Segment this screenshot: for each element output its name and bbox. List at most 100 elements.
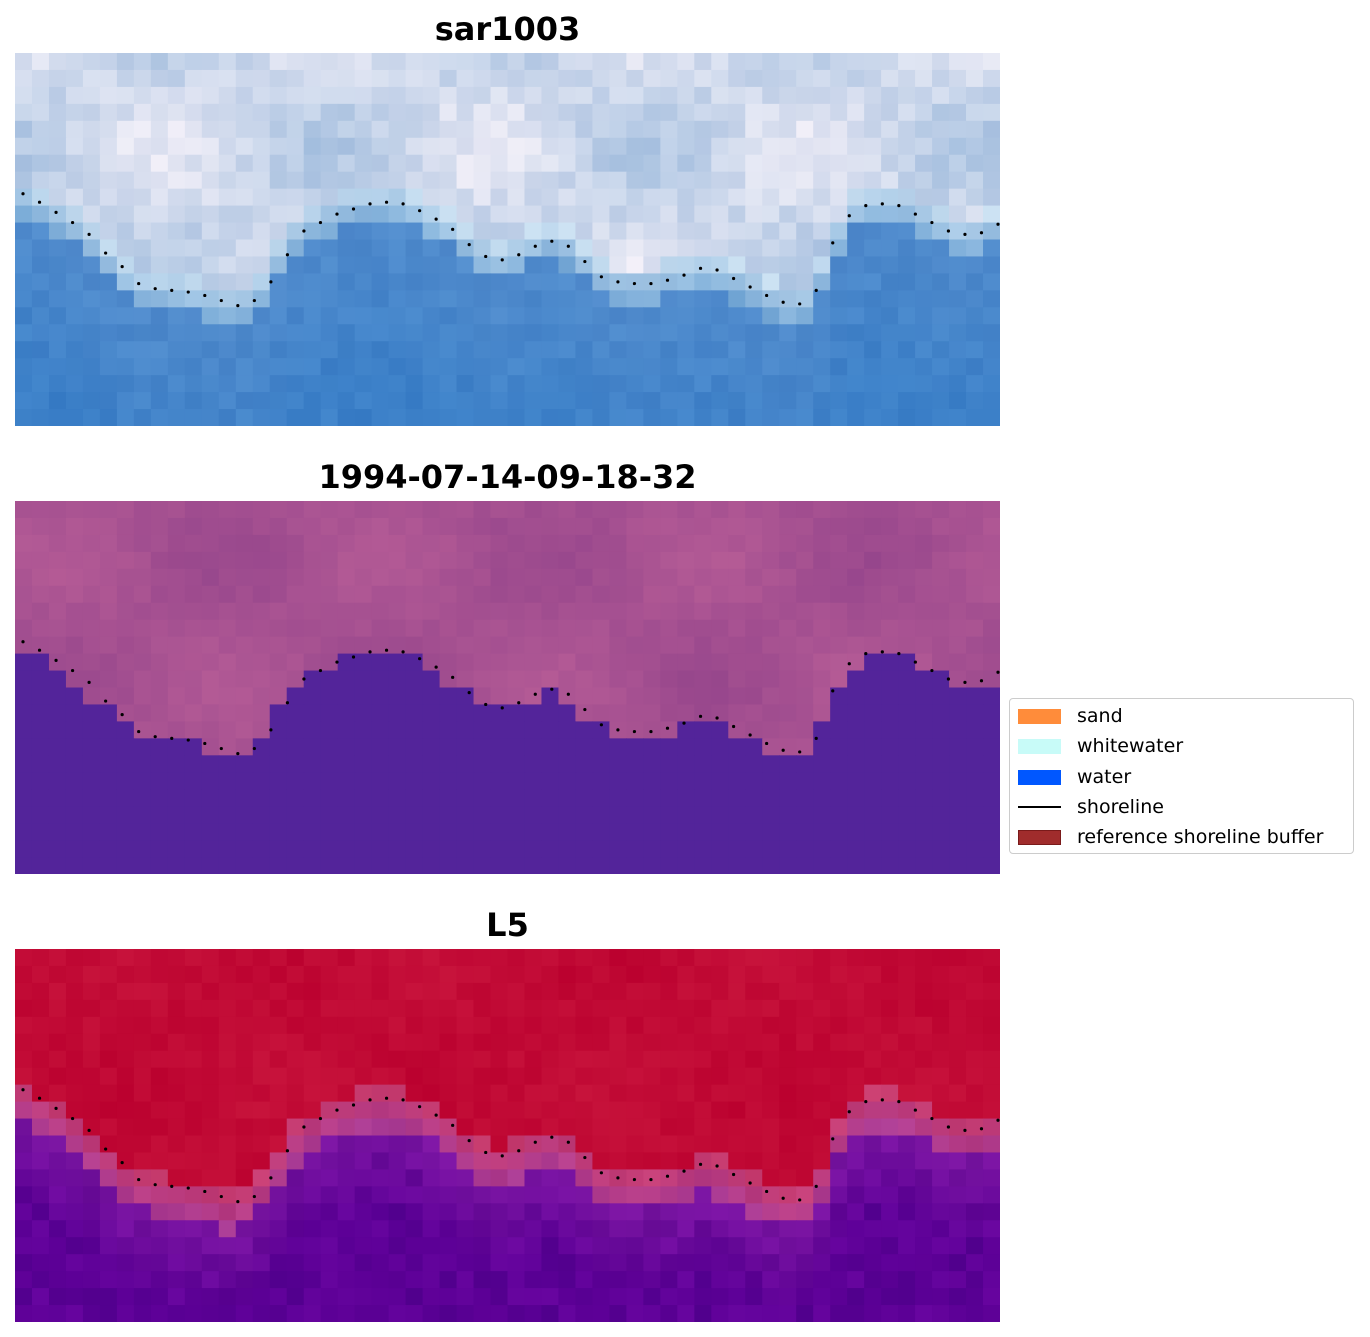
- rgb-image-pixel: [201, 103, 220, 122]
- probability-image-pixel: [184, 1152, 203, 1170]
- probability-image-pixel: [456, 1118, 475, 1137]
- probability-image-pixel: [524, 1220, 543, 1238]
- classified-image-pixel: [592, 857, 610, 874]
- rgb-image-pixel: [507, 256, 526, 274]
- probability-image-pixel: [456, 999, 475, 1018]
- classified-image-pixel: [48, 772, 67, 790]
- rgb-image-pixel: [660, 69, 678, 88]
- rgb-image-pixel: [660, 409, 678, 426]
- rgb-image-pixel: [643, 154, 661, 173]
- rgb-image-shoreline-point: [798, 302, 802, 306]
- classified-image-pixel: [99, 738, 118, 756]
- rgb-image-pixel: [847, 222, 865, 241]
- classified-image-pixel: [439, 789, 458, 807]
- rgb-image-pixel: [983, 53, 1000, 71]
- rgb-image-pixel: [218, 120, 237, 139]
- probability-image-pixel: [932, 1186, 950, 1204]
- rgb-image-pixel: [966, 103, 984, 122]
- probability-image-pixel: [303, 1203, 322, 1221]
- probability-image-pixel: [15, 1118, 33, 1137]
- classified-image-pixel: [218, 636, 237, 655]
- classified-image-pixel: [201, 755, 220, 773]
- classified-image-pixel: [371, 704, 390, 722]
- probability-image-pixel: [881, 1220, 899, 1238]
- rgb-image-pixel: [15, 375, 33, 393]
- probability-image-pixel: [116, 949, 135, 967]
- rgb-image-pixel: [711, 120, 729, 139]
- probability-image-pixel: [201, 1084, 220, 1103]
- probability-image-shoreline-point: [500, 1154, 504, 1158]
- rgb-image-pixel: [133, 239, 152, 258]
- classified-image-pixel: [252, 687, 271, 706]
- rgb-image-pixel: [388, 341, 407, 359]
- probability-image-pixel: [762, 1067, 780, 1086]
- probability-image-pixel: [898, 1016, 916, 1035]
- classified-image-pixel: [507, 755, 526, 773]
- probability-image-pixel: [82, 1186, 101, 1204]
- rgb-image-pixel: [592, 86, 610, 105]
- probability-image-pixel: [558, 1135, 577, 1154]
- rgb-image-pixel: [762, 222, 780, 241]
- rgb-image-pixel: [830, 307, 848, 325]
- probability-image-pixel: [898, 1203, 916, 1221]
- probability-image-pixel: [677, 949, 695, 967]
- classified-image-pixel: [694, 755, 712, 773]
- rgb-image-pixel: [864, 239, 882, 258]
- classified-image-pixel: [405, 687, 424, 706]
- rgb-image-pixel: [48, 137, 67, 156]
- rgb-image-pixel: [354, 222, 373, 241]
- rgb-image-pixel: [694, 53, 712, 71]
- rgb-image-pixel: [643, 256, 661, 274]
- classified-image-pixel: [303, 602, 322, 621]
- rgb-image-pixel: [65, 307, 84, 325]
- classified-image-pixel: [473, 687, 492, 706]
- classified-image-pixel: [439, 534, 458, 553]
- classified-image-pixel: [201, 636, 220, 655]
- classified-image-pixel: [201, 704, 220, 722]
- rgb-image-pixel: [932, 137, 950, 156]
- classified-image-pixel: [796, 772, 814, 790]
- rgb-image-pixel: [592, 324, 610, 342]
- probability-image-pixel: [184, 1237, 203, 1255]
- classified-image-panel: [15, 501, 1000, 874]
- classified-image-pixel: [439, 602, 458, 621]
- rgb-image-pixel: [609, 307, 627, 325]
- rgb-image-pixel: [286, 290, 305, 308]
- rgb-image-pixel: [456, 375, 475, 393]
- rgb-image-pixel: [643, 205, 661, 224]
- classified-image-pixel: [847, 602, 865, 621]
- classified-image-pixel: [847, 619, 865, 638]
- classified-image-pixel: [473, 755, 492, 773]
- rgb-image-pixel: [116, 324, 135, 342]
- probability-image-pixel: [728, 1033, 746, 1052]
- rgb-image-pixel: [184, 53, 203, 71]
- probability-image-pixel: [82, 1135, 101, 1154]
- rgb-image-pixel: [864, 205, 882, 224]
- rgb-image-pixel: [949, 290, 967, 308]
- rgb-image-pixel: [473, 409, 492, 426]
- classified-image-pixel: [762, 738, 780, 756]
- probability-image-pixel: [728, 1101, 746, 1120]
- rgb-image-pixel: [983, 307, 1000, 325]
- rgb-image-pixel: [439, 375, 458, 393]
- classified-image-shoreline-point: [731, 724, 736, 729]
- probability-image-pixel: [286, 1135, 305, 1154]
- rgb-image-pixel: [116, 409, 135, 426]
- rgb-image-pixel: [15, 205, 33, 224]
- classified-image-pixel: [541, 602, 560, 621]
- rgb-image-pixel: [167, 392, 186, 410]
- classified-image-pixel: [235, 585, 254, 604]
- classified-image-pixel: [694, 636, 712, 655]
- probability-image-pixel: [847, 1016, 865, 1035]
- probability-image-pixel: [99, 999, 118, 1018]
- probability-image-pixel: [677, 1118, 695, 1137]
- probability-image-pixel: [15, 1135, 33, 1154]
- rgb-image-pixel: [133, 154, 152, 173]
- rgb-image-pixel: [745, 341, 763, 359]
- classified-image-pixel: [881, 721, 899, 739]
- rgb-image-pixel: [184, 154, 203, 173]
- rgb-image-pixel: [830, 53, 848, 71]
- rgb-image-pixel: [167, 375, 186, 393]
- rgb-image-shoreline-point: [87, 232, 91, 237]
- classified-image-pixel: [524, 551, 543, 570]
